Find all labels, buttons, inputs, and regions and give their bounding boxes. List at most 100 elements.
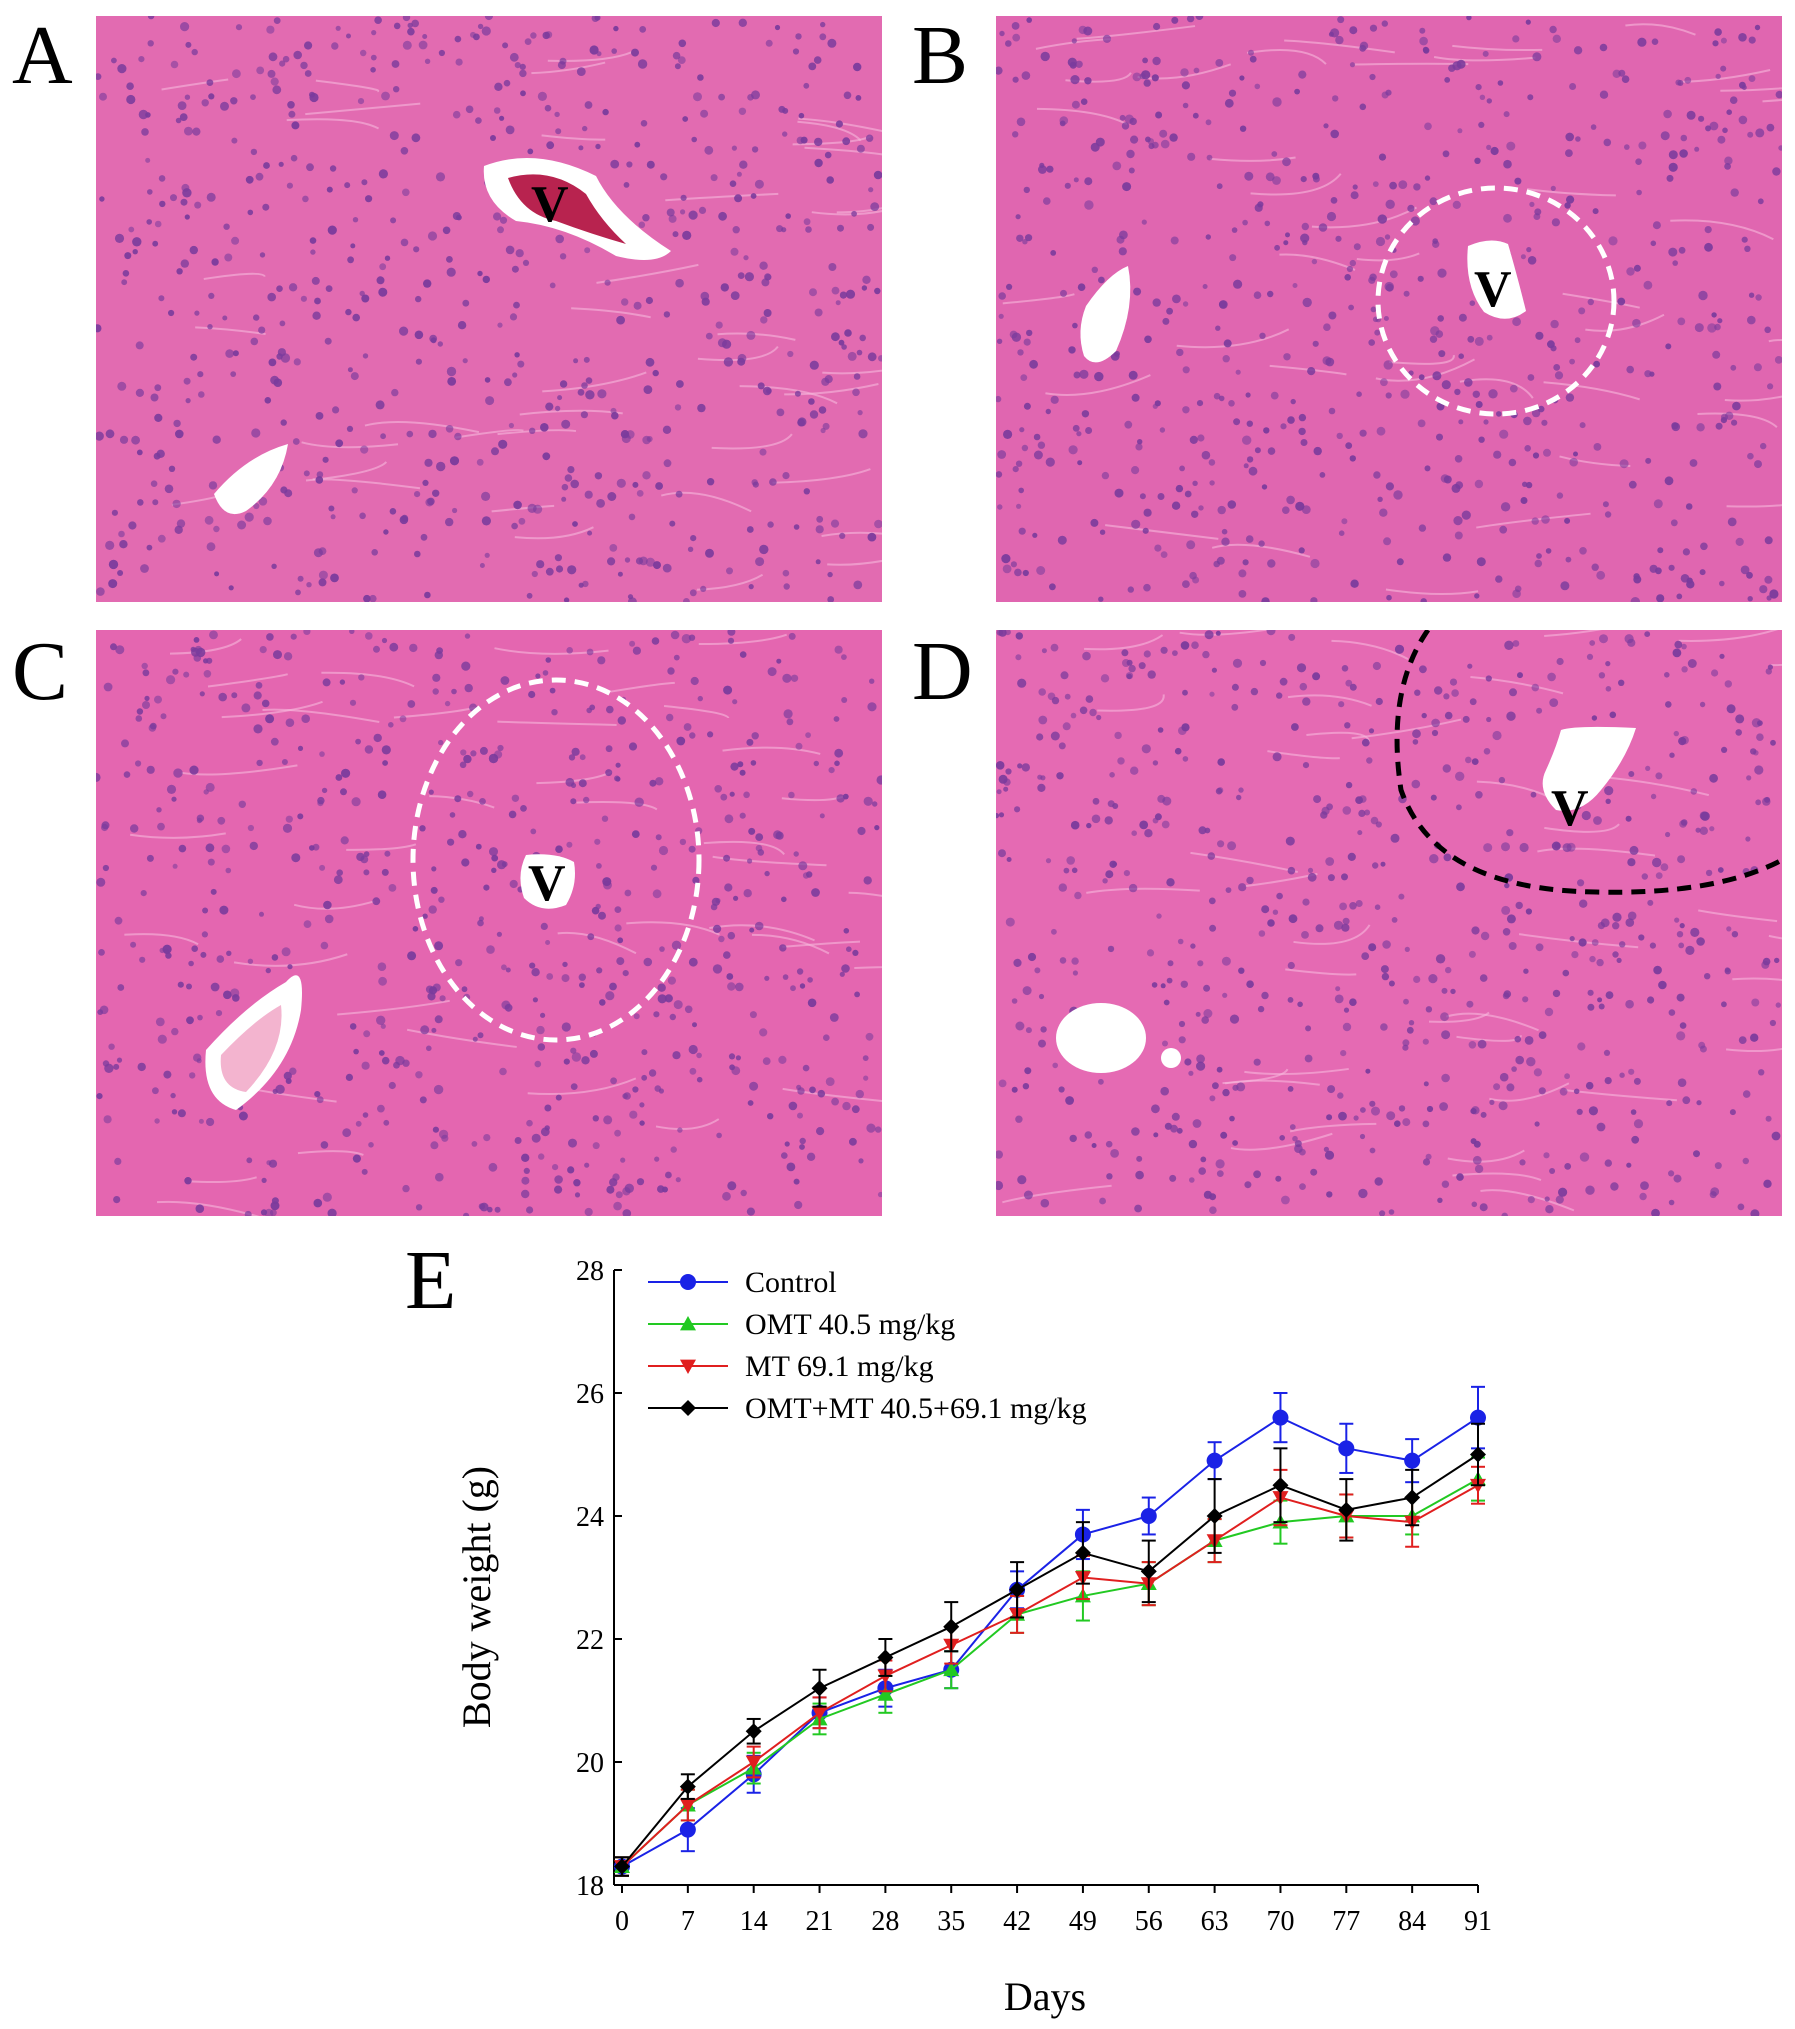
nucleus <box>345 308 352 316</box>
nucleus <box>475 843 482 850</box>
nucleus <box>153 452 161 460</box>
nucleus <box>145 157 151 163</box>
nucleus <box>779 944 787 952</box>
nucleus <box>1412 729 1421 739</box>
nucleus <box>535 673 541 679</box>
nucleus <box>1385 392 1392 399</box>
nucleus <box>1499 1072 1509 1082</box>
nucleus <box>1605 991 1614 999</box>
nucleus <box>1366 757 1373 764</box>
nucleus <box>1193 67 1200 74</box>
nucleus <box>1455 771 1465 781</box>
nucleus <box>592 1142 600 1150</box>
nucleus <box>759 261 768 270</box>
nucleus <box>664 994 673 1003</box>
sinusoid <box>804 146 882 156</box>
nucleus <box>723 854 731 862</box>
nucleus <box>794 1200 803 1210</box>
nucleus <box>261 1177 267 1183</box>
nucleus <box>1339 902 1347 911</box>
nucleus <box>797 418 805 427</box>
nucleus <box>1645 457 1652 464</box>
nucleus <box>501 861 508 868</box>
nucleus <box>1587 989 1594 996</box>
nucleus <box>642 471 651 480</box>
nucleus <box>477 23 484 30</box>
nucleus <box>273 17 281 24</box>
nucleus <box>347 256 354 264</box>
nucleus <box>1456 804 1462 811</box>
nucleus <box>596 863 602 869</box>
nucleus <box>259 646 267 654</box>
nucleus <box>667 667 675 675</box>
nucleus <box>437 341 443 347</box>
nucleus <box>194 310 200 316</box>
nucleus <box>1227 500 1237 509</box>
nucleus <box>116 1057 123 1063</box>
nucleus <box>1126 673 1132 680</box>
nucleus <box>1418 524 1427 532</box>
nucleus <box>352 1154 361 1163</box>
nucleus <box>1407 204 1415 212</box>
sinusoid <box>661 491 752 513</box>
nucleus <box>1272 97 1282 107</box>
sinusoid <box>1724 395 1782 402</box>
nucleus <box>1547 672 1556 682</box>
nucleus <box>675 278 684 288</box>
nucleus <box>1302 898 1310 906</box>
nucleus <box>1232 1140 1238 1146</box>
nucleus <box>1349 26 1358 35</box>
nucleus <box>1307 367 1316 376</box>
nucleus <box>1553 364 1561 371</box>
nucleus <box>1509 688 1517 697</box>
nucleus <box>603 880 612 890</box>
nucleus <box>1057 535 1067 545</box>
y-axis-label: Body weight (g) <box>454 1466 499 1728</box>
data-point <box>680 1400 696 1416</box>
sinusoid <box>1246 48 1327 65</box>
sinusoid <box>305 102 421 116</box>
micrograph-panel-a: V <box>96 16 882 602</box>
nucleus <box>1377 214 1387 224</box>
nucleus <box>1238 569 1247 578</box>
nucleus <box>1742 1157 1749 1165</box>
nucleus <box>381 868 389 876</box>
legend-label: OMT+MT 40.5+69.1 mg/kg <box>745 1392 1087 1425</box>
nucleus <box>793 1178 800 1185</box>
nucleus <box>1274 244 1280 251</box>
nucleus <box>264 1208 274 1216</box>
nucleus <box>626 161 633 168</box>
nucleus <box>616 957 625 966</box>
nucleus <box>730 762 739 771</box>
nucleus <box>599 999 606 1006</box>
nucleus <box>1369 1100 1376 1107</box>
nucleus <box>665 1171 672 1179</box>
nucleus <box>1471 926 1480 935</box>
nucleus <box>238 1111 248 1121</box>
nucleus <box>851 1105 860 1114</box>
nucleus <box>130 941 137 948</box>
nucleus <box>596 967 603 974</box>
nucleus <box>1712 350 1721 359</box>
nucleus <box>1159 129 1168 138</box>
nucleus <box>1436 402 1445 411</box>
nucleus <box>1478 436 1485 443</box>
nucleus <box>624 889 632 897</box>
nucleus <box>197 371 204 378</box>
nucleus <box>1369 73 1376 81</box>
nucleus <box>555 128 562 135</box>
nucleus <box>552 1164 559 1171</box>
nucleus <box>570 798 577 805</box>
nucleus <box>1508 942 1517 950</box>
nucleus <box>1209 1206 1217 1214</box>
nucleus <box>1763 1179 1772 1188</box>
nucleus <box>704 145 714 155</box>
x-tick-label: 77 <box>1332 1906 1360 1937</box>
nucleus <box>1709 121 1719 131</box>
nucleus <box>1406 1026 1414 1034</box>
nucleus <box>1386 594 1392 601</box>
nucleus <box>655 777 664 786</box>
sinusoid <box>784 382 879 396</box>
nucleus <box>1197 960 1204 967</box>
nucleus <box>428 789 434 795</box>
